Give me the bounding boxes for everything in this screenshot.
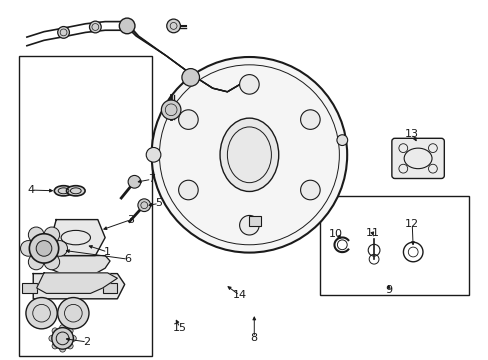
Circle shape [44, 254, 60, 270]
Circle shape [67, 328, 73, 334]
Text: 13: 13 [405, 129, 418, 139]
Circle shape [161, 100, 181, 120]
Circle shape [52, 328, 58, 334]
Text: 7: 7 [148, 174, 155, 184]
Circle shape [138, 199, 150, 212]
Bar [320, 196, 468, 295]
Circle shape [26, 298, 57, 329]
Circle shape [58, 27, 69, 38]
Circle shape [28, 254, 44, 270]
Text: 4: 4 [27, 185, 34, 195]
Text: 1: 1 [104, 247, 111, 257]
Text: 10: 10 [328, 229, 342, 239]
Ellipse shape [54, 186, 73, 196]
Circle shape [239, 215, 259, 235]
Circle shape [52, 343, 58, 349]
Circle shape [70, 336, 76, 341]
Polygon shape [37, 273, 117, 293]
Text: 12: 12 [405, 219, 418, 229]
Bar [249, 216, 261, 226]
Text: 2: 2 [83, 337, 90, 347]
Text: 5: 5 [155, 198, 162, 208]
Polygon shape [51, 220, 105, 256]
Ellipse shape [66, 186, 85, 196]
Circle shape [60, 346, 65, 352]
Polygon shape [49, 256, 110, 274]
Circle shape [49, 336, 55, 341]
Circle shape [146, 148, 161, 162]
Circle shape [151, 57, 346, 253]
Circle shape [239, 75, 259, 94]
Text: 3: 3 [127, 215, 134, 225]
Circle shape [29, 234, 59, 263]
Bar [22, 283, 37, 293]
Circle shape [52, 240, 67, 256]
Circle shape [128, 175, 141, 188]
Circle shape [119, 18, 135, 34]
Circle shape [178, 110, 198, 129]
Text: 6: 6 [124, 254, 131, 264]
Text: 14: 14 [232, 290, 246, 300]
FancyBboxPatch shape [391, 138, 444, 179]
Bar [102, 283, 117, 293]
Circle shape [178, 180, 198, 200]
Circle shape [67, 343, 73, 349]
Circle shape [300, 180, 320, 200]
Circle shape [58, 298, 89, 329]
Circle shape [28, 227, 44, 243]
Text: 9: 9 [385, 285, 391, 295]
Circle shape [20, 240, 36, 256]
Bar [19, 56, 151, 356]
Circle shape [166, 19, 180, 33]
Circle shape [36, 240, 52, 256]
Circle shape [60, 325, 65, 330]
Circle shape [300, 110, 320, 129]
Circle shape [89, 21, 101, 33]
Ellipse shape [220, 118, 278, 192]
Polygon shape [33, 274, 124, 299]
Circle shape [44, 227, 60, 243]
Circle shape [336, 135, 347, 145]
Text: 8: 8 [250, 333, 257, 343]
Circle shape [182, 69, 199, 86]
Text: 11: 11 [365, 228, 379, 238]
Circle shape [52, 328, 73, 349]
Text: 15: 15 [173, 323, 186, 333]
